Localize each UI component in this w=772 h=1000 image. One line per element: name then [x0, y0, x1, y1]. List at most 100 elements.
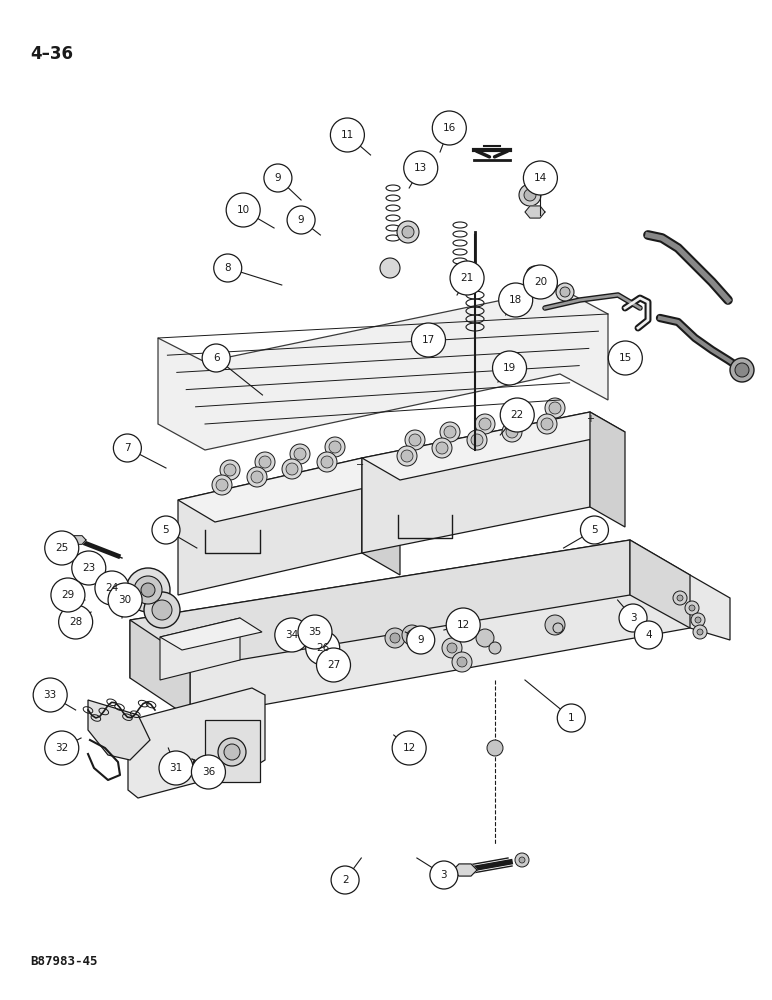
Circle shape: [72, 551, 106, 585]
Circle shape: [212, 475, 232, 495]
Circle shape: [286, 463, 298, 475]
Circle shape: [446, 608, 480, 642]
Text: 34: 34: [285, 630, 299, 640]
Circle shape: [543, 280, 553, 290]
Circle shape: [489, 642, 501, 654]
Polygon shape: [362, 412, 590, 553]
Circle shape: [502, 422, 522, 442]
Circle shape: [331, 866, 359, 894]
Circle shape: [635, 621, 662, 649]
Text: +: +: [586, 414, 594, 424]
Circle shape: [432, 438, 452, 458]
Circle shape: [330, 118, 364, 152]
Circle shape: [500, 398, 534, 432]
Circle shape: [619, 604, 647, 632]
Text: 12: 12: [402, 743, 416, 753]
Polygon shape: [130, 540, 630, 678]
Circle shape: [735, 363, 749, 377]
Polygon shape: [130, 540, 690, 660]
Circle shape: [45, 531, 79, 565]
Circle shape: [432, 111, 466, 145]
Polygon shape: [158, 288, 608, 450]
Circle shape: [191, 755, 225, 789]
Text: 3: 3: [441, 870, 447, 880]
Circle shape: [321, 456, 333, 468]
Text: 5: 5: [163, 525, 169, 535]
Circle shape: [397, 446, 417, 466]
Circle shape: [317, 452, 337, 472]
Text: 5: 5: [591, 525, 598, 535]
Circle shape: [159, 751, 193, 785]
Text: 18: 18: [509, 295, 523, 305]
Circle shape: [306, 631, 340, 665]
Circle shape: [152, 600, 172, 620]
Text: 17: 17: [422, 335, 435, 345]
Circle shape: [247, 467, 267, 487]
Circle shape: [392, 731, 426, 765]
Circle shape: [380, 258, 400, 278]
Polygon shape: [630, 540, 690, 628]
Polygon shape: [190, 575, 730, 718]
Text: 1: 1: [568, 713, 574, 723]
Text: 9: 9: [298, 215, 304, 225]
Text: 16: 16: [442, 123, 456, 133]
Circle shape: [526, 266, 544, 284]
Circle shape: [141, 583, 155, 597]
Circle shape: [402, 625, 422, 645]
Polygon shape: [178, 458, 362, 595]
Circle shape: [506, 426, 518, 438]
Text: 32: 32: [55, 743, 69, 753]
Circle shape: [430, 861, 458, 889]
Circle shape: [59, 605, 93, 639]
Circle shape: [523, 161, 557, 195]
Text: 22: 22: [510, 410, 524, 420]
Circle shape: [405, 430, 425, 450]
Circle shape: [282, 459, 302, 479]
FancyArrowPatch shape: [476, 151, 489, 157]
Circle shape: [479, 418, 491, 430]
Circle shape: [108, 583, 142, 617]
Circle shape: [693, 625, 707, 639]
Circle shape: [402, 226, 414, 238]
Circle shape: [608, 341, 642, 375]
Text: 15: 15: [618, 353, 632, 363]
Circle shape: [409, 434, 421, 446]
Text: 9: 9: [418, 635, 424, 645]
Text: 36: 36: [201, 767, 215, 777]
Text: 14: 14: [533, 173, 547, 183]
Text: 26: 26: [316, 643, 330, 653]
Circle shape: [541, 418, 553, 430]
Circle shape: [95, 571, 129, 605]
Text: 4–36: 4–36: [30, 45, 73, 63]
Circle shape: [556, 283, 574, 301]
Circle shape: [407, 630, 417, 640]
Circle shape: [519, 857, 525, 863]
Circle shape: [325, 437, 345, 457]
Circle shape: [259, 456, 271, 468]
Circle shape: [475, 414, 495, 434]
Circle shape: [537, 414, 557, 434]
Polygon shape: [88, 700, 150, 760]
Circle shape: [523, 265, 557, 299]
Text: 13: 13: [414, 163, 428, 173]
Polygon shape: [160, 618, 240, 680]
FancyArrowPatch shape: [495, 151, 507, 157]
Polygon shape: [525, 206, 545, 218]
Circle shape: [493, 351, 527, 385]
Circle shape: [264, 164, 292, 192]
Polygon shape: [362, 412, 625, 480]
Text: 12: 12: [456, 620, 470, 630]
Circle shape: [134, 576, 162, 604]
Circle shape: [298, 615, 332, 649]
Circle shape: [226, 193, 260, 227]
Circle shape: [519, 184, 541, 206]
Circle shape: [290, 444, 310, 464]
Circle shape: [404, 151, 438, 185]
Circle shape: [329, 441, 341, 453]
Text: 35: 35: [308, 627, 322, 637]
Circle shape: [214, 254, 242, 282]
Circle shape: [553, 623, 563, 633]
Circle shape: [144, 592, 180, 628]
Circle shape: [224, 744, 240, 760]
Text: −: −: [356, 460, 364, 470]
